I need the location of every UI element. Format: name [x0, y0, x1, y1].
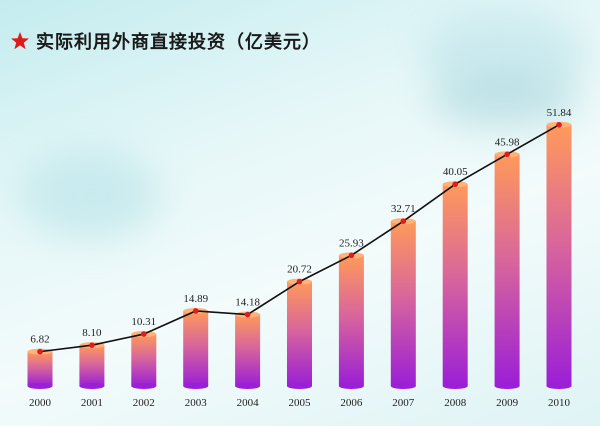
bar-base — [390, 383, 416, 389]
bar — [287, 278, 312, 389]
bar-body — [390, 221, 416, 386]
bar-body — [546, 124, 572, 386]
background-haze — [420, 10, 590, 100]
background-haze — [430, 70, 580, 130]
bar-body — [131, 334, 157, 386]
bar-body — [442, 184, 468, 386]
value-label: 8.10 — [82, 327, 102, 339]
value-label: 6.82 — [30, 334, 49, 346]
line-marker — [141, 331, 147, 337]
chart-title: 实际利用外商直接投资（亿美元） — [36, 32, 321, 53]
x-tick-label: 2007 — [392, 397, 415, 409]
bar-body — [338, 255, 364, 386]
line-marker — [296, 278, 303, 285]
bar-base — [79, 383, 105, 389]
line-marker — [556, 122, 562, 128]
red-star-icon — [11, 32, 29, 50]
value-label: 10.31 — [131, 316, 156, 328]
bar-base — [235, 383, 261, 389]
value-label: 25.93 — [339, 237, 364, 249]
bar — [442, 181, 468, 389]
line-marker — [37, 348, 43, 355]
bar — [235, 311, 261, 389]
x-tick-label: 2001 — [81, 397, 103, 409]
value-label: 14.89 — [183, 293, 208, 305]
marker-series — [37, 122, 562, 355]
x-axis-ticks: 2000 2001 2002 2003 2004 2005 2006 2007 2008 2009… — [29, 397, 571, 409]
bar-base — [287, 383, 312, 389]
x-tick-label: 2000 — [29, 397, 52, 409]
value-labels: 6.82 8.10 10.31 14.89 14.18 20.72 25.93 32.71 40… — [30, 107, 572, 346]
bar — [338, 252, 364, 389]
bar-base — [442, 383, 468, 389]
bar — [183, 307, 209, 389]
bar-body — [287, 281, 312, 386]
bar-body — [183, 310, 209, 386]
bar-series — [27, 121, 572, 389]
bar-base — [546, 383, 572, 389]
bar — [546, 121, 572, 389]
bar-base — [183, 383, 209, 389]
x-tick-label: 2002 — [133, 397, 155, 409]
bar-base — [131, 383, 157, 389]
value-label: 40.05 — [443, 166, 468, 178]
line-marker — [400, 218, 407, 224]
value-label: 45.98 — [495, 136, 520, 148]
x-tick-label: 2008 — [444, 397, 467, 409]
x-tick-label: 2009 — [496, 397, 519, 409]
bar — [27, 348, 53, 389]
x-tick-label: 2005 — [289, 397, 312, 409]
bar — [79, 342, 105, 389]
chart-header: 实际利用外商直接投资（亿美元） — [10, 28, 321, 54]
line-marker — [348, 252, 355, 259]
bar — [390, 218, 416, 389]
bar-body — [494, 154, 520, 386]
bar-base — [338, 383, 364, 389]
value-label: 32.71 — [391, 203, 416, 215]
bar-body — [79, 345, 105, 386]
bar — [494, 151, 520, 389]
line-marker — [192, 308, 199, 314]
bar-base — [27, 383, 53, 389]
bar — [131, 331, 157, 389]
value-label: 51.84 — [547, 107, 572, 119]
value-label: 14.18 — [235, 297, 260, 309]
bar-body — [235, 314, 261, 386]
background-haze — [20, 150, 160, 240]
bar-base — [494, 383, 520, 389]
x-tick-label: 2004 — [237, 397, 260, 409]
x-tick-label: 2003 — [185, 397, 208, 409]
x-tick-label: 2010 — [548, 397, 571, 409]
value-label: 20.72 — [287, 264, 312, 276]
line-marker — [504, 151, 510, 158]
bar-body — [27, 351, 53, 386]
line-marker — [452, 181, 459, 188]
line-marker — [89, 342, 95, 348]
x-tick-label: 2006 — [340, 397, 363, 409]
line-marker — [244, 311, 251, 318]
